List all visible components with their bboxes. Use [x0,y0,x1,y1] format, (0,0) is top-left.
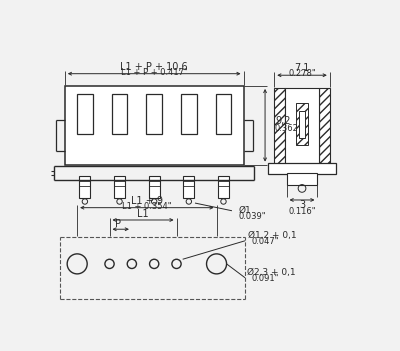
Bar [216,94,231,134]
Text: L1 + P + 10,6: L1 + P + 10,6 [120,62,188,72]
Text: 0.278": 0.278" [288,69,316,78]
Bar [296,103,308,145]
Text: 0.362": 0.362" [274,124,302,133]
Bar [114,176,125,198]
Bar [181,94,196,134]
Text: Ø2,3 + 0,1: Ø2,3 + 0,1 [247,268,296,277]
Bar [146,94,162,134]
Bar [65,86,244,165]
Text: 3: 3 [299,200,305,210]
Text: P: P [115,219,121,229]
Bar [149,176,160,198]
Bar [319,87,330,165]
Text: 7.1: 7.1 [294,63,310,73]
Text: L1 + 9: L1 + 9 [131,196,163,206]
Text: Ø1: Ø1 [238,205,251,214]
Bar [274,87,285,165]
Text: 0.047": 0.047" [251,237,279,246]
Text: 0.116": 0.116" [288,207,316,216]
Text: 9,2: 9,2 [276,117,291,126]
Text: 0.039": 0.039" [238,212,266,221]
Bar [77,94,92,134]
Bar [80,176,90,198]
Bar [287,173,318,185]
Text: Ø1,2 + 0,1: Ø1,2 + 0,1 [248,231,297,240]
Text: L1 + P + 0.417": L1 + P + 0.417" [121,68,188,77]
Bar [268,163,336,174]
Bar [285,87,319,165]
Text: L1 + 0.354": L1 + 0.354" [122,201,172,211]
Bar [184,176,194,198]
Bar [218,176,229,198]
Text: 0.091": 0.091" [251,274,278,283]
Text: L1: L1 [137,209,149,219]
Bar [299,111,305,138]
Bar [112,94,127,134]
